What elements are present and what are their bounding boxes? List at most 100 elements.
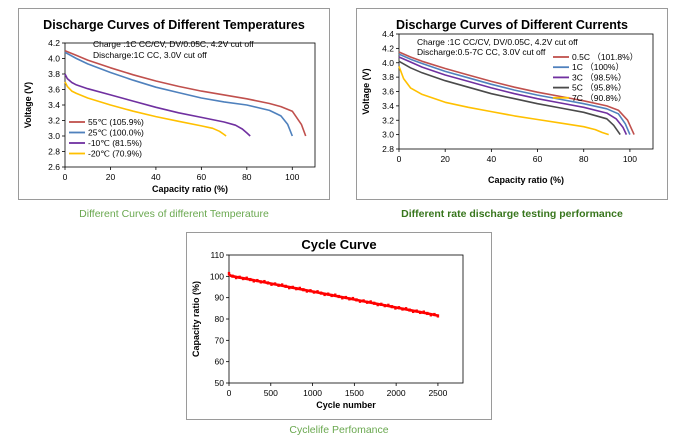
series-point — [319, 291, 323, 295]
y-tick-label: 80 — [215, 314, 225, 324]
y-tick-label: 90 — [215, 293, 225, 303]
chart-title: Cycle Curve — [301, 237, 376, 252]
y-tick-label: 100 — [210, 271, 224, 281]
y-tick-label: 4.2 — [382, 43, 394, 53]
series-point — [433, 312, 436, 317]
legend-label-0: 55℃ (105.9%) — [88, 117, 144, 127]
y-tick-label: 3.8 — [48, 69, 60, 79]
series-point — [351, 296, 355, 301]
cycle-chart-panel: Cycle Curve 50 60 70 80 90 100 110 0 500 1000 1500 2… — [186, 232, 492, 420]
series-point — [397, 306, 401, 310]
series-point — [312, 290, 316, 294]
y-tick-label: 3.6 — [48, 85, 60, 95]
series-point — [298, 286, 302, 290]
series-point — [326, 292, 330, 296]
rate-chart-panel: Discharge Curves of Different Currents 2.… — [356, 8, 668, 200]
plot-area-frame — [228, 254, 464, 384]
series-point — [277, 283, 280, 287]
series-point — [348, 297, 351, 301]
series-point — [436, 314, 440, 318]
chart-title: Discharge Curves of Different Currents — [396, 18, 628, 32]
y-tick-label: 3.4 — [382, 101, 394, 111]
series-point — [305, 289, 309, 293]
series-point — [337, 294, 340, 299]
x-tick-label: 0 — [227, 388, 232, 398]
rate-caption: Different rate discharge testing perform… — [401, 208, 623, 220]
series-point — [401, 307, 404, 311]
y-tick-label: 60 — [215, 357, 225, 367]
series-point — [334, 293, 337, 297]
x-tick-label: 2000 — [387, 388, 406, 398]
series-point — [387, 303, 390, 307]
series-point — [323, 292, 326, 297]
y-tick-label: 2.6 — [48, 162, 60, 172]
x-tick-label: 40 — [487, 154, 497, 164]
x-tick-label: 100 — [285, 172, 299, 182]
series-point — [408, 308, 411, 312]
series-point — [284, 284, 287, 288]
x-axis-label: Capacity ratio (%) — [488, 175, 564, 185]
series-point — [263, 279, 266, 284]
series-point — [241, 276, 245, 281]
y-tick-label: 3.0 — [48, 131, 60, 141]
x-tick-label: 40 — [151, 172, 161, 182]
series-point — [422, 310, 425, 314]
x-tick-label: 20 — [440, 154, 450, 164]
series-point — [330, 293, 333, 298]
series-point — [302, 288, 305, 292]
x-tick-label: 100 — [623, 154, 637, 164]
y-tick-label: 3.8 — [382, 72, 394, 82]
legend-label-4: 7C （90.8%） — [572, 93, 626, 103]
series-point — [404, 307, 408, 311]
series-point — [341, 296, 344, 300]
y-tick-label: 50 — [215, 378, 225, 388]
y-tick-label: 3.2 — [382, 115, 394, 125]
series-point — [394, 306, 397, 310]
series-point — [295, 287, 298, 291]
series-point — [249, 277, 252, 282]
series-point — [280, 283, 284, 287]
chart-note: Discharge:1C CC, 3.0V cut off — [93, 50, 207, 60]
chart-title: Discharge Curves of Different Temperatur… — [43, 18, 305, 32]
x-tick-label: 500 — [264, 388, 278, 398]
series-point — [362, 299, 365, 303]
y-tick-label: 2.8 — [48, 147, 60, 157]
series-line-0 — [64, 50, 307, 137]
x-axis-label: Cycle number — [316, 400, 376, 410]
y-tick-label: 3.6 — [382, 87, 394, 97]
x-tick-label: 20 — [106, 172, 116, 182]
x-tick-label: 2500 — [428, 388, 447, 398]
series-point — [227, 271, 231, 276]
series-point — [259, 280, 263, 284]
series-point — [355, 298, 358, 302]
series-line-4 — [398, 66, 609, 136]
chart-note: Discharge:0.5-7C CC, 3.0V cut off — [417, 47, 546, 57]
temperature-caption: Different Curves of different Temperatur… — [79, 208, 269, 220]
y-tick-label: 4.0 — [382, 58, 394, 68]
temperature-chart: Discharge Curves of Different Temperatur… — [23, 18, 316, 194]
series-point — [287, 286, 291, 290]
series-line-1 — [64, 51, 294, 137]
x-tick-label: 60 — [533, 154, 543, 164]
series-line-2 — [398, 56, 628, 135]
series-point — [358, 299, 362, 303]
series-point — [309, 289, 312, 293]
series-point — [376, 303, 379, 307]
series-point — [369, 300, 372, 304]
legend-label-1: 1C （100%） — [572, 62, 624, 72]
x-tick-label: 0 — [397, 154, 402, 164]
series-line-3 — [398, 60, 621, 136]
series-point — [252, 279, 255, 283]
series-point — [390, 305, 394, 309]
legend-label-3: 5C （95.8%） — [572, 83, 626, 93]
series-point — [245, 276, 248, 280]
series-point — [372, 301, 376, 305]
x-tick-label: 1500 — [345, 388, 364, 398]
series-point — [415, 309, 418, 313]
series-point — [426, 311, 429, 316]
legend-label-3: -20℃ (70.9%) — [88, 149, 142, 159]
x-axis-label: Capacity ratio (%) — [152, 184, 228, 194]
y-axis-label: Voltage (V) — [23, 82, 33, 128]
x-tick-label: 0 — [63, 172, 68, 182]
cycle-caption: Cyclelife Perfomance — [289, 424, 389, 436]
